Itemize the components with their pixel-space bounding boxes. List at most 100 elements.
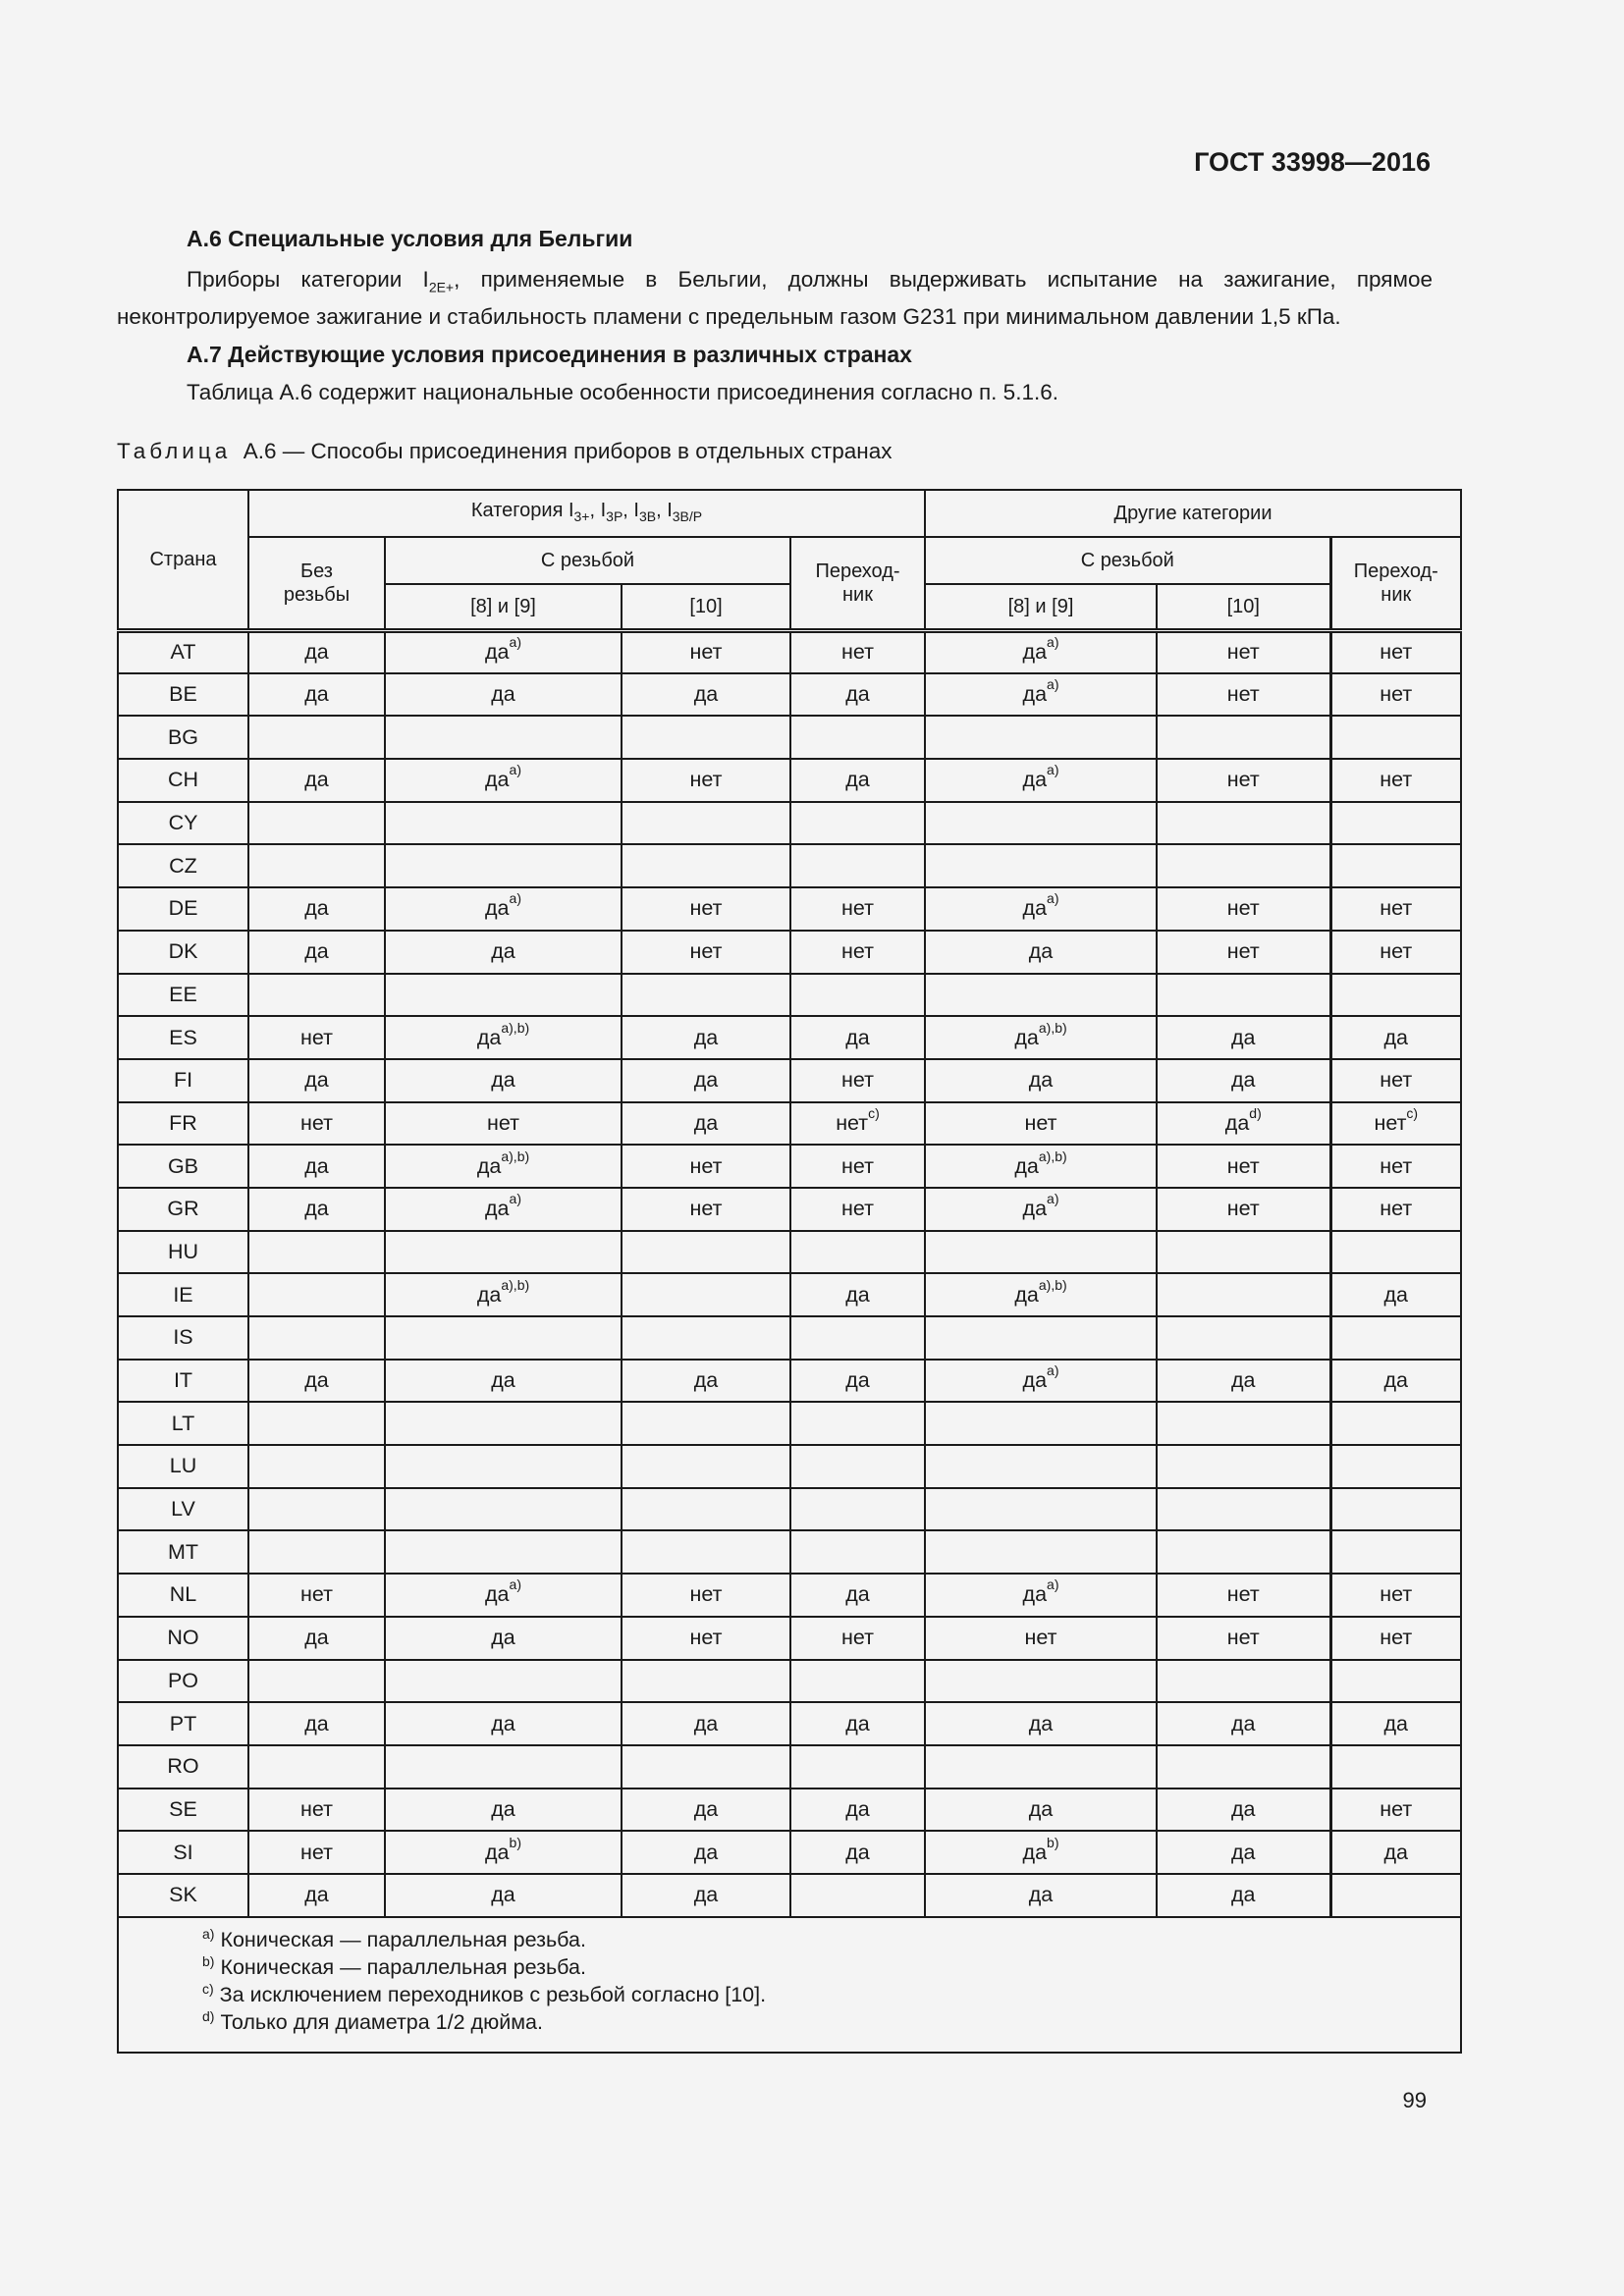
table-cell: нет [1328,929,1463,975]
cell-value: да [1022,640,1048,665]
table-cell: да [1156,1057,1332,1103]
table-row: ES нет даa),b) да да даa),b) да да [117,1015,1463,1060]
table-cell [384,843,623,889]
footnote-ref: a) [1047,890,1059,907]
footnote-ref: a),b) [1038,1276,1067,1293]
table-cell [247,1315,386,1361]
country-code: FI [117,1057,249,1103]
table-cell [924,1529,1159,1575]
table-cell [924,843,1159,889]
cell-value: да [1383,1711,1409,1735]
footnote-ref: a),b) [1038,1019,1067,1036]
cell-value: нет [1226,1153,1260,1178]
table-cell [621,1529,791,1575]
cell-value: нет [300,1796,333,1821]
table-cell [621,1315,791,1361]
table-cell: нетc) [1328,1100,1463,1147]
table-cell: да [621,1358,791,1404]
cell-value: да [1022,768,1048,792]
table-cell: нет [1156,627,1332,674]
cell-value: да [1383,1840,1409,1864]
table-cell [788,1229,927,1275]
table-cell [621,972,791,1018]
table-cell: нет [1156,1615,1332,1661]
cell-value: да [693,1796,719,1821]
cell-value: да [693,1711,719,1735]
footnote-ref: a) [509,1191,521,1207]
table-cell [247,1272,386,1317]
table-cell: нет [788,929,927,975]
table-cell [247,1743,386,1789]
table-cell: да [1328,1272,1463,1317]
table-cell: нет [1156,758,1332,803]
table-cell [384,1229,623,1275]
table-cell [1328,800,1463,846]
country-code: PT [117,1701,249,1746]
table-cell [247,715,386,761]
table-cell: да [788,1787,927,1833]
table-cell: да [788,1272,927,1317]
table-cell: да [924,1787,1159,1833]
table-row: LV [117,1486,1463,1532]
country-code: DE [117,886,249,932]
table-cell [621,1401,791,1447]
cell-value: да [491,1068,515,1093]
table-row: PT да да да да да да да [117,1701,1463,1746]
table-row: SE нет да да да да да нет [117,1787,1463,1833]
table-row: FI да да да нет да да нет [117,1057,1463,1103]
table-row: BE да да да да даa) нет нет [117,671,1463,718]
table-cell [1156,1315,1332,1361]
table-cell: нет [1328,671,1463,718]
table-cell: да [1156,1872,1332,1918]
cell-value: нет [1226,939,1260,964]
table-cell [384,1486,623,1532]
table-cell [788,1872,927,1918]
cell-value: да [491,682,515,707]
table-cell [1328,1229,1463,1275]
cell-value: нет [689,640,723,665]
table-cell: да [621,1015,791,1060]
country-code: EE [117,972,249,1018]
table-cell: да [247,1144,386,1189]
table-cell: да [247,929,386,975]
cell-value: да [485,640,510,665]
header-threaded: С резьбой [384,536,791,585]
cat3-sub: 3P [606,508,623,524]
table-cell [247,972,386,1018]
footnote: b) Коническая — параллельная резьба. [202,1953,1460,1981]
cell-value: нет [689,1626,723,1650]
table-cell: нет [788,886,927,932]
table-cell [247,843,386,889]
table-cell: нет [1156,1186,1332,1232]
cell-value: да [304,1068,329,1093]
table-cell [1156,1229,1332,1275]
cell-value: да [476,1153,502,1178]
cell-value: нет [1226,682,1260,707]
country-code: SI [117,1830,249,1875]
table-cell: нет [788,627,927,674]
footnote-ref: c) [1406,1104,1419,1121]
table-cell: нет [621,1573,791,1618]
cell-value: да [845,1025,870,1049]
cell-value: нет [1380,1197,1413,1221]
cell-value: да [1028,1068,1054,1093]
table-cell: даa),b) [924,1272,1159,1317]
cell-value: нет [1380,1153,1413,1178]
cell-value: да [491,1368,515,1393]
cell-value: нет [1380,896,1413,921]
cell-value: да [1231,1068,1256,1093]
table-cell: нет [788,1144,927,1189]
table-footnotes: a) Коническая — параллельная резьба. b) К… [116,1915,1463,2054]
cell-value: да [693,1110,719,1135]
caption-label: Таблица [117,439,232,463]
table-cell [247,1658,386,1704]
table-cell: нетc) [788,1100,927,1147]
table-cell [788,715,927,761]
footnote-mark: c) [202,1980,214,1997]
table-cell [924,715,1159,761]
table-cell: да [247,1057,386,1103]
table-cell: нет [247,1573,386,1618]
table-cell: даa) [924,671,1159,718]
cell-value: да [693,1840,719,1864]
table-cell [384,1444,623,1489]
